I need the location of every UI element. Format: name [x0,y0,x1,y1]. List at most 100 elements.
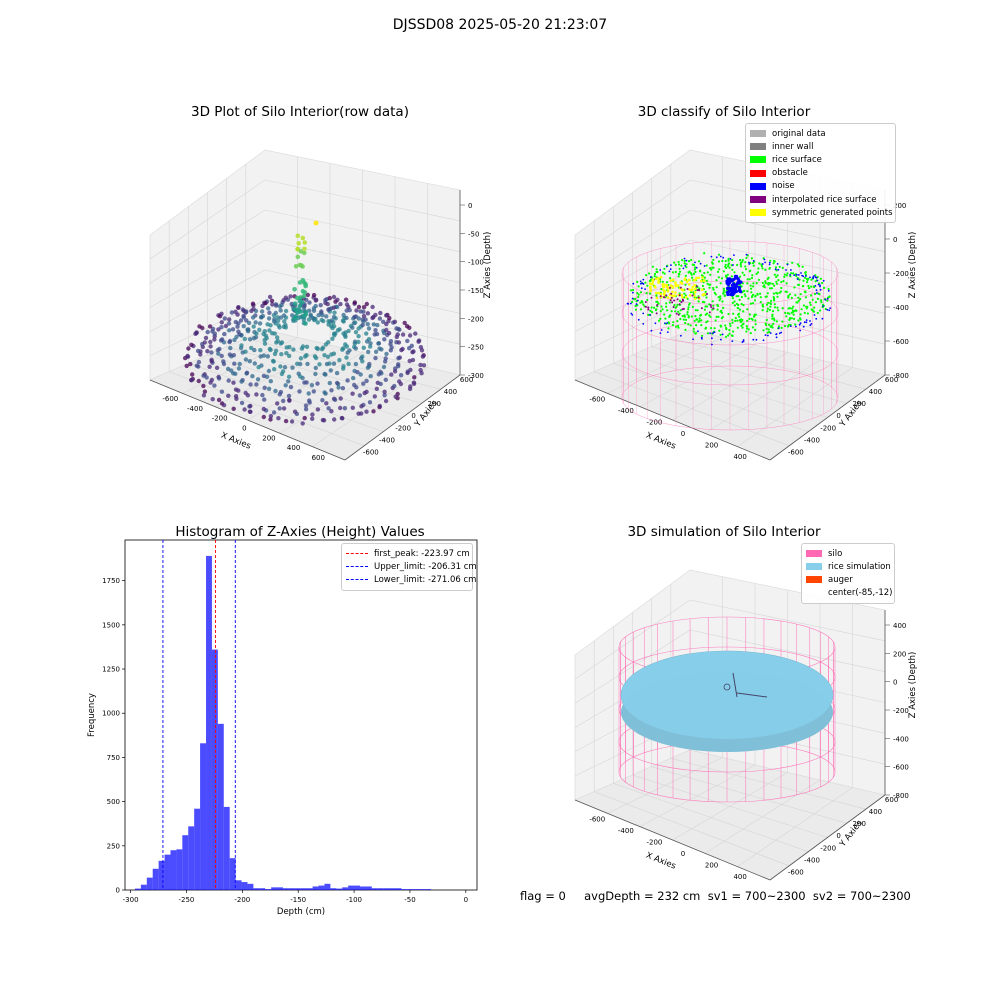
cls-rice-point [671,271,675,274]
cls-symmetric-point [657,281,660,284]
raw-point [357,393,363,398]
raw-y-tick: -600 [363,448,379,456]
cls-rice-point [667,327,670,330]
histogram-legend: first_peak: -223.97 cm Upper_limit: -206.… [341,543,477,591]
sim-x-tick: -200 [646,839,662,847]
sim-center-marker [723,683,731,691]
raw-point [376,341,381,346]
cls-rice-point [659,310,662,313]
cls-noise-point [748,261,750,264]
raw-point [185,353,190,359]
cls-rice-point [826,299,829,302]
cls-rice-point [742,322,745,325]
cls-rice-point [756,293,759,296]
raw-point [269,298,275,303]
raw-point [250,374,255,379]
cls-rice-point [737,313,740,316]
raw-point [214,365,220,370]
raw-point [227,317,232,322]
cls-rice-point [722,291,725,294]
raw-point [300,421,305,426]
raw-plot-title: 3D Plot of Silo Interior(row data) [191,104,409,120]
raw-point [268,379,273,384]
cls-noise-point [684,265,687,267]
cls-noise-point [816,292,818,294]
cls-z-label: Z Axies (Depth) [908,232,918,299]
cls-rice-point [733,304,736,307]
classify-legend-swatch [750,182,766,190]
raw-point [184,363,189,369]
cls-symmetric-point [648,282,652,285]
cls-rice-point [752,282,755,285]
cls-rice-point [715,286,718,289]
cls-rice-point [694,332,698,335]
cls-rice-point [684,318,688,321]
raw-point [405,370,410,376]
cls-interp-point [695,285,698,288]
raw-point [254,382,259,387]
raw-point [345,378,350,383]
raw-point [272,331,277,336]
cls-rice-point [699,314,702,317]
cls-interp-point [700,307,703,310]
cls-rice-point [717,315,720,318]
cls-noise-point [659,269,662,271]
cls-noise-point [799,329,802,332]
cls-symmetric-point [657,291,660,295]
raw-point [356,334,361,339]
raw-point [334,380,340,386]
raw-point [252,361,257,366]
cls-rice-point [741,326,744,329]
cls-noise-point [731,340,734,342]
hist-x-tick: -200 [234,896,250,904]
classify-legend-label: inner wall [772,141,814,152]
raw-point [244,370,250,375]
raw-peak-point [300,300,305,305]
raw-point [389,345,394,350]
cls-interp-point [675,312,678,315]
hist-bar [235,880,242,890]
raw-x-tick: 400 [287,444,300,452]
cls-rice-point [713,327,716,330]
hist-bar [140,884,147,890]
classify-legend-swatch [750,156,766,164]
cls-rice-point [775,280,778,283]
cls-symmetric-point [654,277,658,281]
cls-rice-point [788,293,792,296]
raw-point [320,417,326,423]
cls-rice-point [703,252,706,255]
cls-noise-point [732,291,736,295]
cls-rice-point [782,280,785,283]
histogram-legend-swatch [346,579,368,581]
cls-rice-point [722,287,725,290]
classify-legend: original data inner wall rice surface obsta… [745,123,896,224]
raw-point [350,391,355,396]
cls-noise-point [635,303,638,305]
raw-point [318,303,323,308]
cls-rice-point [651,265,654,268]
raw-point [288,294,293,299]
cls-rice-point [649,292,652,295]
histogram-legend-swatch [346,553,368,555]
sim-z-tick: -600 [893,764,909,772]
cls-symmetric-point [680,293,684,297]
cls-rice-point [750,257,753,260]
cls-noise-point [668,270,671,273]
cls-rice-point [738,315,741,318]
raw-point [273,302,279,307]
cls-noise-point [637,318,640,321]
raw-point [334,370,340,376]
cls-rice-point [701,284,704,288]
raw-point [329,352,334,357]
cls-y-tick: 600 [885,376,898,384]
raw-point [344,344,350,349]
cls-noise-point [824,298,827,301]
cls-noise-point [742,339,745,341]
raw-point [289,301,294,307]
raw-point [352,339,358,344]
cls-rice-point [772,292,775,295]
raw-point [356,316,361,321]
cls-rice-point [819,277,822,280]
